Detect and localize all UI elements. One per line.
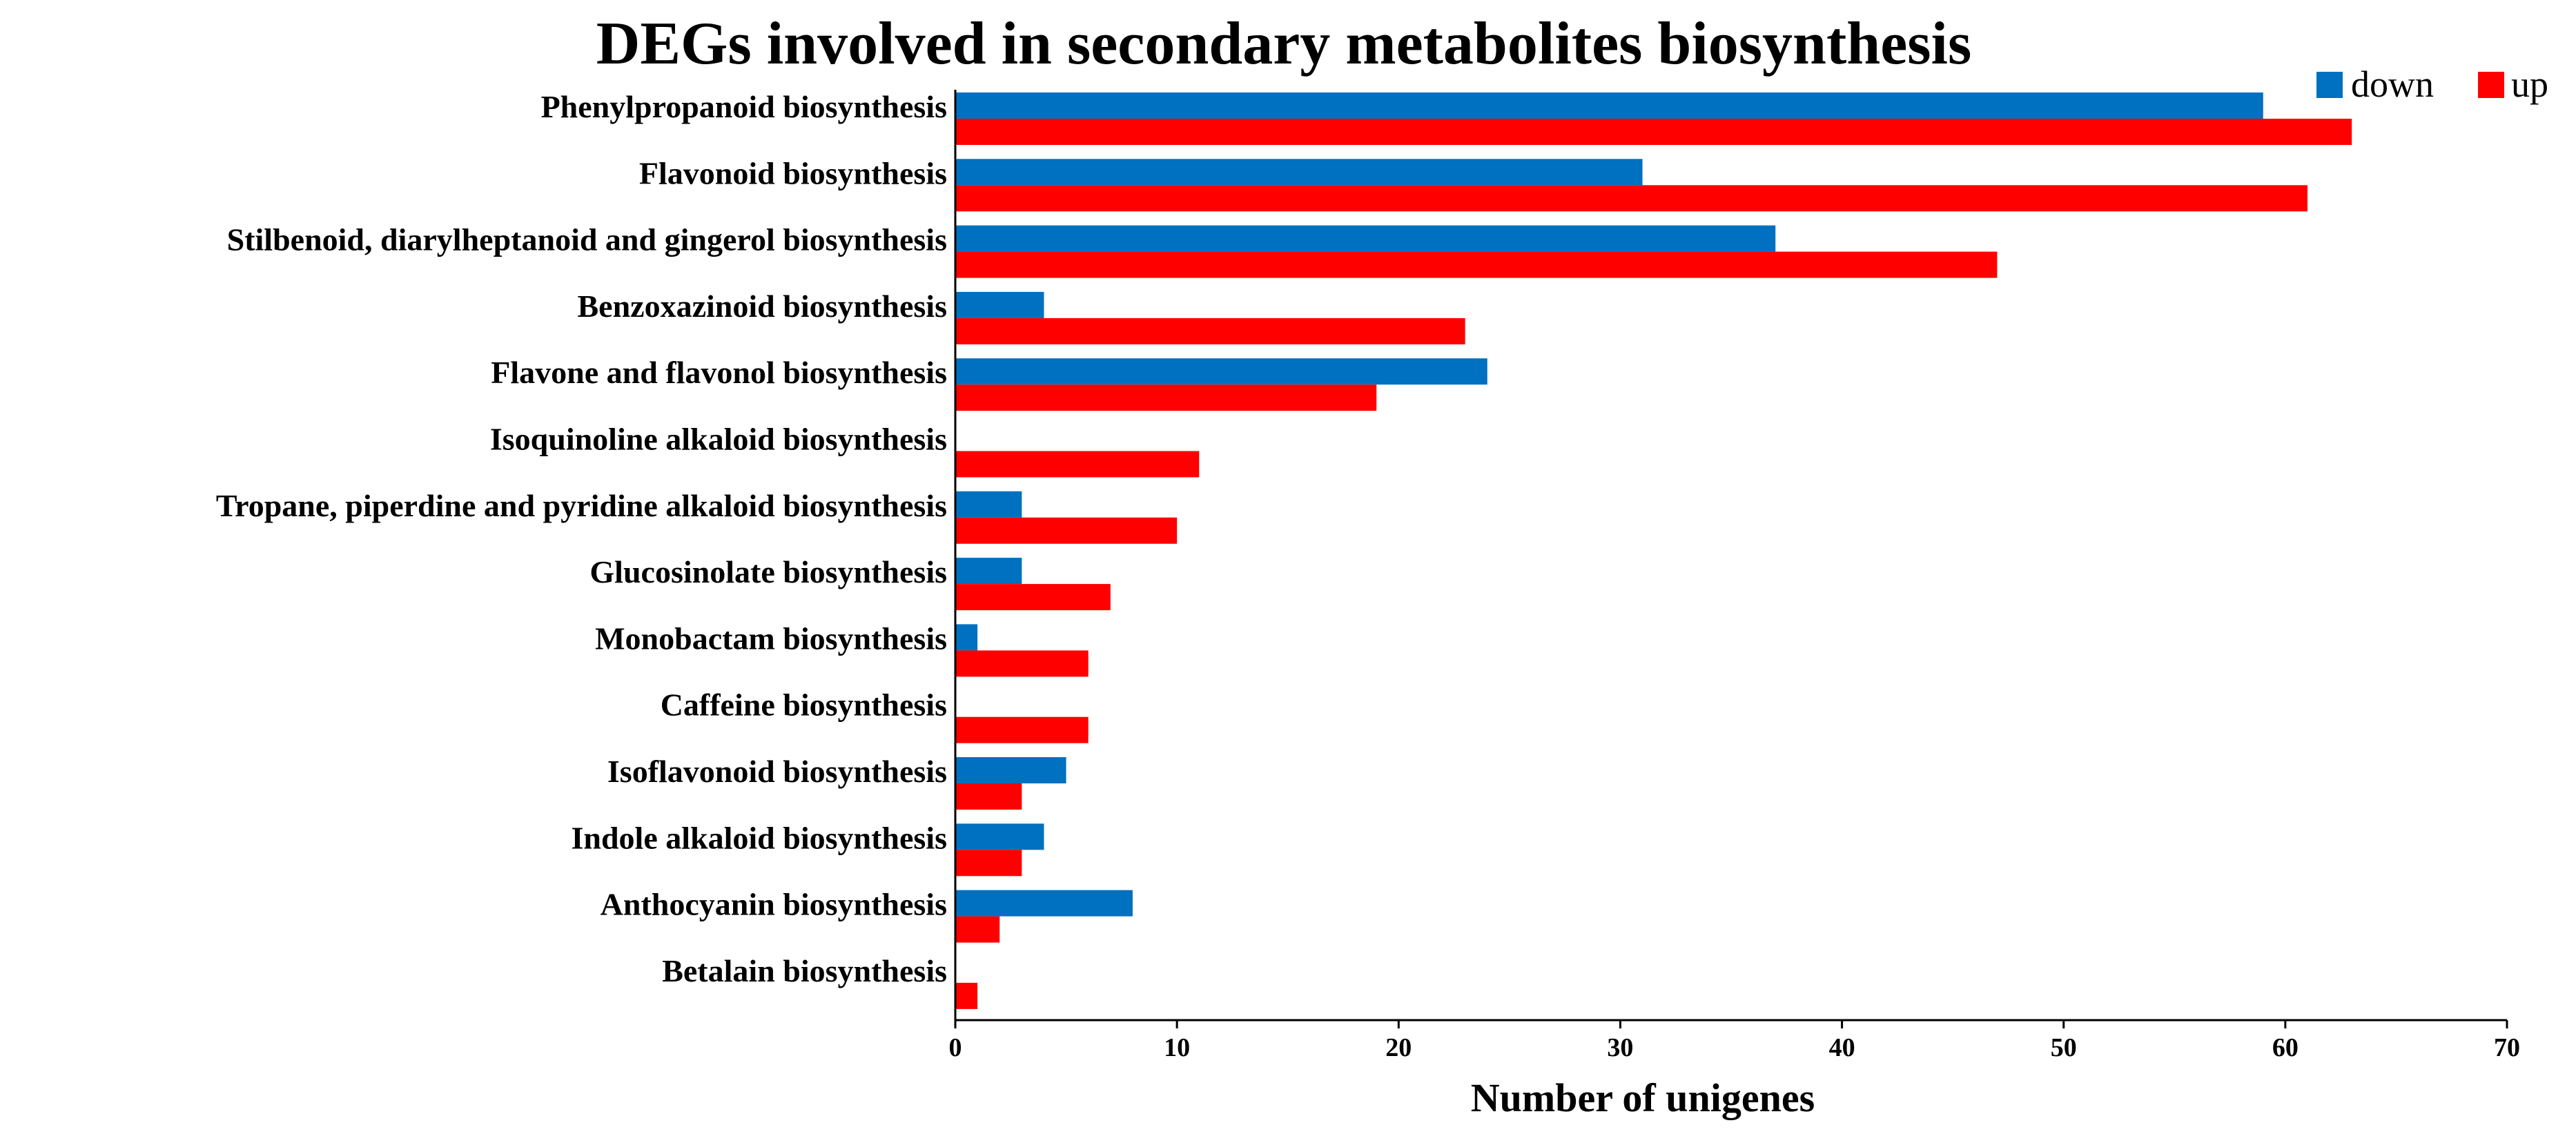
category-labels: Phenylpropanoid biosynthesis Flavonoid bi…	[216, 89, 947, 988]
bar-down	[955, 92, 2263, 119]
category-label: Tropane, piperdine and pyridine alkaloid…	[216, 488, 947, 523]
legend: down up	[2316, 63, 2548, 105]
x-tick-label: 10	[1164, 1033, 1190, 1062]
bar-up	[955, 916, 1000, 943]
category-label: Monobactam biosynthesis	[595, 621, 947, 656]
legend-label-up: up	[2511, 63, 2548, 105]
bar-up	[955, 982, 978, 1009]
bar-up	[955, 451, 1200, 478]
legend-swatch-up	[2478, 72, 2504, 98]
bar-up	[955, 185, 2307, 212]
category-label: Isoflavonoid biosynthesis	[607, 754, 947, 789]
bar-down	[955, 890, 1133, 917]
x-ticks: 0 10 20 30 40 50 60 70	[949, 1020, 2520, 1062]
category-label: Betalain biosynthesis	[662, 953, 947, 988]
category-label: Anthocyanin biosynthesis	[601, 887, 947, 922]
x-tick-label: 20	[1385, 1033, 1412, 1062]
x-tick-label: 30	[1607, 1033, 1633, 1062]
legend-label-down: down	[2351, 63, 2434, 105]
bar-down	[955, 159, 1643, 186]
bar-up	[955, 517, 1178, 544]
bar-down	[955, 358, 1487, 385]
category-label: Flavonoid biosynthesis	[639, 155, 947, 190]
bar-down	[955, 624, 978, 651]
bar-up	[955, 251, 1998, 278]
category-label: Benzoxazinoid biosynthesis	[578, 289, 948, 324]
bar-up	[955, 384, 1377, 411]
bar-up	[955, 716, 1089, 743]
bar-down	[955, 491, 1022, 518]
category-label: Isoquinoline alkaloid biosynthesis	[490, 422, 947, 457]
category-label: Flavone and flavonol biosynthesis	[491, 355, 947, 390]
bars-group	[955, 92, 2352, 1009]
x-tick-label: 70	[2494, 1033, 2520, 1062]
category-label: Caffeine biosynthesis	[661, 687, 947, 723]
category-label: Glucosinolate biosynthesis	[589, 554, 947, 589]
category-label: Indole alkaloid biosynthesis	[571, 820, 947, 855]
bar-down	[955, 757, 1066, 783]
bar-up	[955, 650, 1089, 677]
legend-swatch-down	[2316, 72, 2343, 98]
x-tick-label: 60	[2272, 1033, 2299, 1062]
chart-title: DEGs involved in secondary metabolites b…	[596, 10, 1971, 77]
bar-up	[955, 783, 1022, 810]
x-axis-label: Number of unigenes	[1471, 1075, 1815, 1120]
bar-up	[955, 119, 2352, 145]
category-label: Stilbenoid, diarylheptanoid and gingerol…	[227, 222, 947, 257]
x-tick-label: 50	[2051, 1033, 2077, 1062]
bar-down	[955, 225, 1776, 252]
x-tick-label: 40	[1829, 1033, 1855, 1062]
bar-down	[955, 823, 1044, 850]
bar-down	[955, 558, 1022, 585]
category-label: Phenylpropanoid biosynthesis	[541, 89, 947, 124]
bar-up	[955, 850, 1022, 877]
bar-down	[955, 291, 1044, 318]
bar-up	[955, 318, 1465, 344]
x-tick-label: 0	[949, 1033, 962, 1062]
bar-up	[955, 584, 1111, 611]
